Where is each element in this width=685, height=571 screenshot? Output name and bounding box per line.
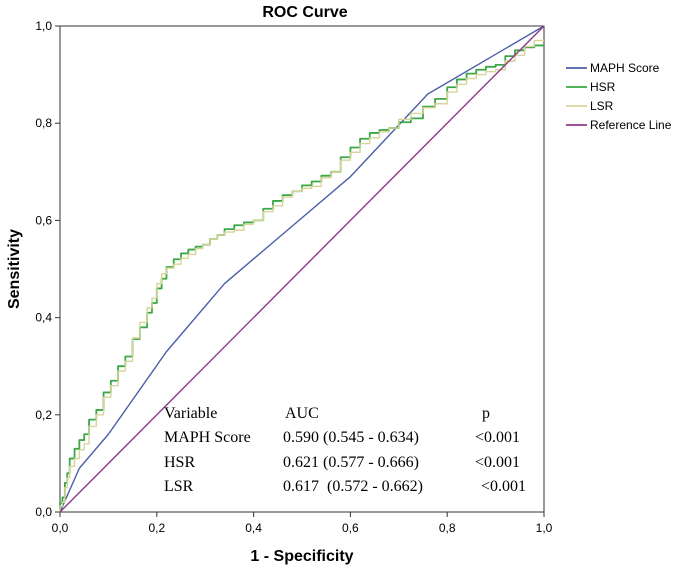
x-axis-ticks: 0,0 0,2 0,4 0,6 0,8 1,0 bbox=[52, 512, 553, 535]
legend-label: MAPH Score bbox=[590, 61, 660, 75]
auc-table-row-auc: 0.617 (0.572 - 0.662) bbox=[283, 478, 423, 495]
legend: MAPH Score HSR LSR Reference Line bbox=[566, 61, 672, 132]
x-axis-label: 1 - Specificity bbox=[250, 548, 353, 565]
auc-table: Variable AUC p MAPH Score 0.590 (0.545 -… bbox=[164, 405, 526, 495]
legend-label: Reference Line bbox=[590, 118, 672, 132]
auc-table-row-auc: 0.590 (0.545 - 0.634) bbox=[283, 429, 419, 446]
x-tick-label: 1,0 bbox=[536, 521, 553, 535]
y-axis-label: Sensitivity bbox=[6, 229, 23, 309]
legend-label: HSR bbox=[590, 80, 616, 94]
auc-table-header-p: p bbox=[482, 405, 490, 422]
series-line-lsr bbox=[59, 39, 544, 512]
auc-table-row-variable: HSR bbox=[164, 454, 195, 471]
x-tick-label: 0,2 bbox=[148, 521, 165, 535]
x-tick-label: 0,8 bbox=[439, 521, 456, 535]
auc-table-row-p: <0.001 bbox=[475, 454, 520, 471]
chart-title: ROC Curve bbox=[262, 4, 347, 21]
x-tick-label: 0,6 bbox=[342, 521, 359, 535]
auc-table-row-variable: LSR bbox=[164, 478, 194, 495]
y-tick-label: 1,0 bbox=[35, 19, 52, 33]
y-tick-label: 0,0 bbox=[35, 505, 52, 519]
auc-table-row-p: <0.001 bbox=[481, 478, 526, 495]
x-tick-label: 0,0 bbox=[52, 521, 69, 535]
auc-table-header-auc: AUC bbox=[285, 405, 319, 422]
auc-table-row-variable: MAPH Score bbox=[164, 429, 251, 446]
x-tick-label: 0,4 bbox=[245, 521, 262, 535]
auc-table-row-p: <0.001 bbox=[475, 429, 520, 446]
plot-frame bbox=[59, 25, 545, 513]
auc-table-row-auc: 0.621 (0.577 - 0.666) bbox=[283, 454, 419, 471]
legend-label: LSR bbox=[590, 99, 614, 113]
auc-table-header-variable: Variable bbox=[164, 405, 217, 422]
y-tick-label: 0,8 bbox=[35, 116, 52, 130]
y-tick-label: 0,4 bbox=[35, 311, 52, 325]
y-axis-ticks: 0,0 0,2 0,4 0,6 0,8 1,0 bbox=[35, 19, 60, 519]
series-line-reference-line bbox=[59, 25, 545, 513]
y-tick-label: 0,2 bbox=[35, 408, 52, 422]
series-layer bbox=[59, 25, 545, 513]
y-tick-label: 0,6 bbox=[35, 213, 52, 227]
